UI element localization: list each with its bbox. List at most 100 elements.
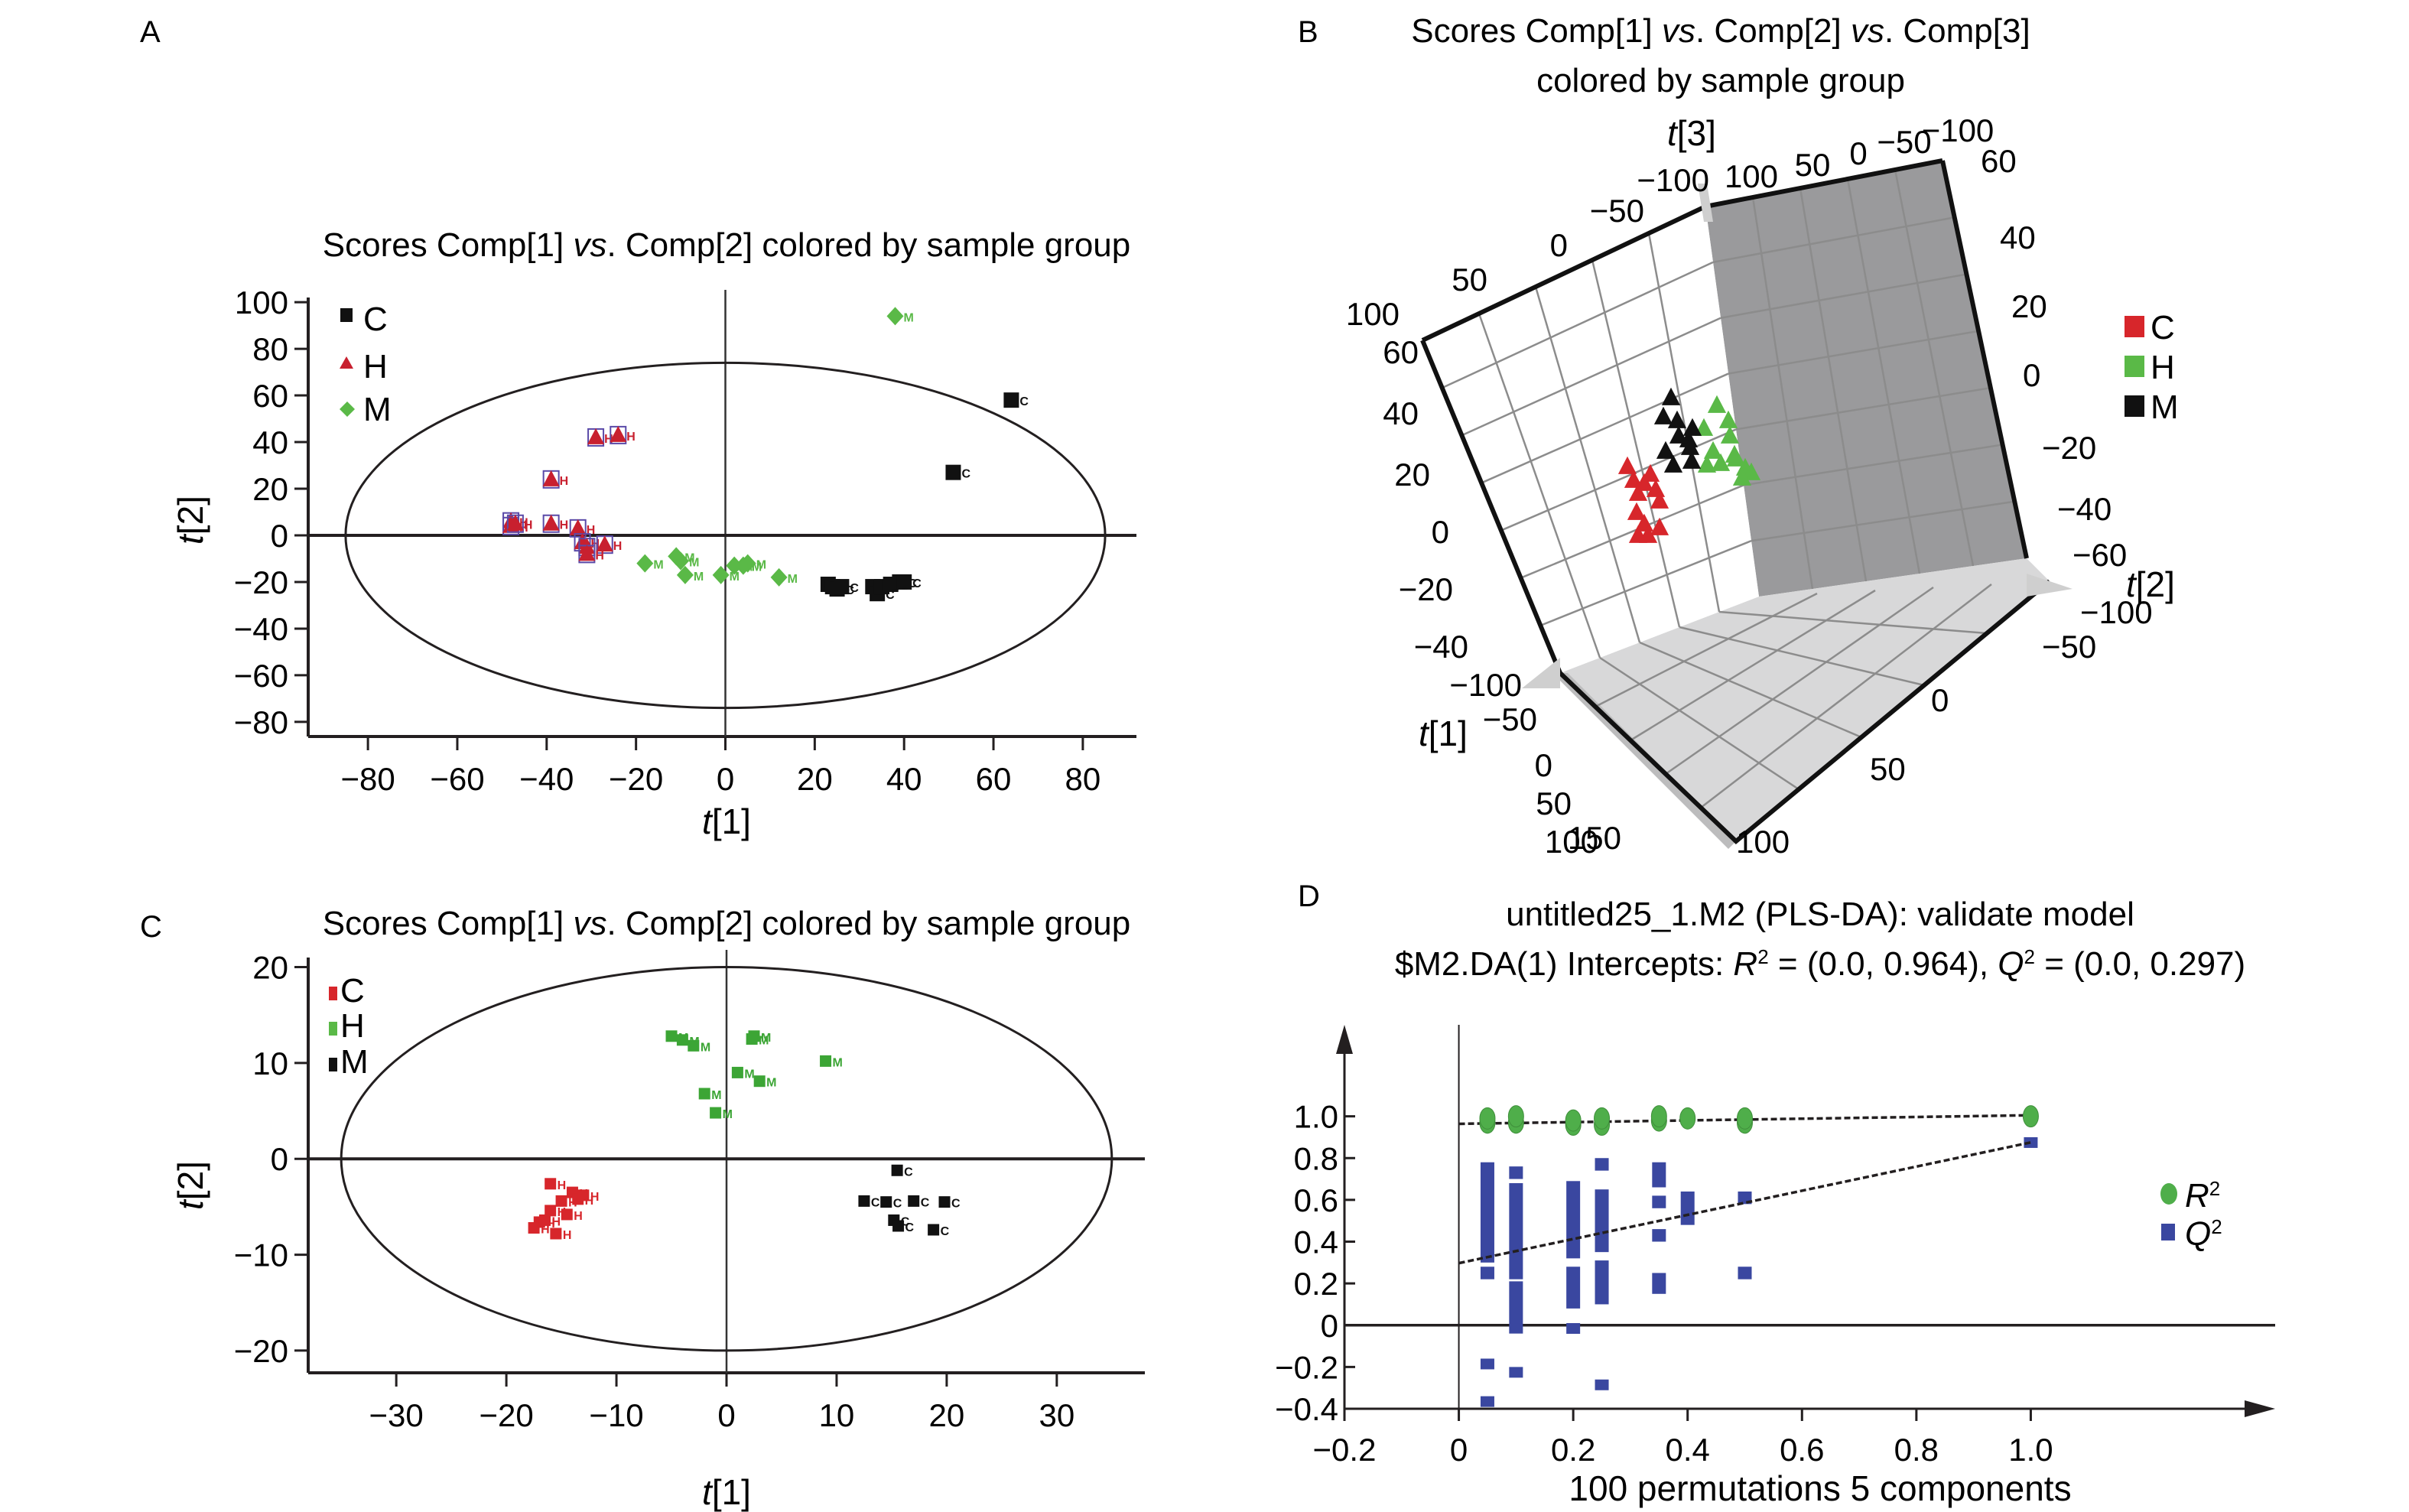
grid-line — [1751, 500, 2015, 542]
chart-title: Scores Comp[1] vs. Comp[2] colored by sa… — [323, 226, 1130, 264]
data-point-m: M — [688, 1039, 710, 1054]
point-label: C — [921, 1196, 930, 1209]
x-tick-label: 30 — [1039, 1397, 1074, 1433]
point-label: C — [850, 582, 859, 595]
t3-tick-label-left: 40 — [1383, 395, 1419, 431]
marker-square — [665, 1030, 678, 1042]
point-label: H — [524, 519, 533, 532]
grid-line — [1520, 484, 1744, 579]
x-tick-label: 20 — [797, 761, 833, 797]
hotelling-ellipse — [340, 966, 1113, 1352]
chart-title-line2: $M2.DA(1) Intercepts: R2 = (0.0, 0.964),… — [1395, 945, 2245, 983]
marker-square — [896, 574, 912, 590]
point-label: C — [893, 1198, 902, 1211]
q2-point — [1509, 1367, 1523, 1378]
x-tick-label: −10 — [589, 1397, 643, 1433]
grid-line — [1665, 586, 1934, 776]
point-label: M — [904, 311, 914, 324]
q2-point — [1566, 1181, 1581, 1259]
grid-line — [1735, 386, 1991, 431]
point-label: M — [689, 557, 699, 570]
marker-square — [528, 1221, 540, 1234]
q2-point — [1652, 1229, 1666, 1242]
wall-left — [1422, 206, 1759, 673]
y-tick-label: 0 — [271, 518, 288, 554]
data-point-m — [1661, 387, 1681, 405]
x-tick-label: 0.4 — [1666, 1432, 1710, 1468]
t3-tick-label-left: −40 — [1414, 629, 1468, 665]
grid-line — [1718, 610, 1988, 635]
marker-diamond — [886, 307, 904, 326]
point-label: M — [744, 1068, 754, 1081]
data-point-h: H — [538, 1214, 561, 1228]
panel-label: A — [140, 15, 161, 49]
t3-tick-label-left: −20 — [1399, 571, 1453, 607]
marker-square — [731, 1066, 743, 1078]
marker-square — [676, 1034, 688, 1046]
grid-line — [1647, 232, 1721, 613]
q2-point — [1480, 1162, 1494, 1263]
t3-axis-spine — [1698, 184, 1713, 222]
data-point-m — [1667, 410, 1687, 428]
tick-label-top-left: −100 — [1637, 162, 1709, 198]
y-tick-label: 0.6 — [1294, 1182, 1338, 1218]
panel-d: D untitled25_1.M2 (PLS-DA): validate mod… — [1275, 880, 2275, 1508]
data-point-h: H — [550, 1227, 571, 1242]
point-label: M — [694, 571, 704, 584]
y-tick-label: 0 — [1321, 1308, 1338, 1344]
y-tick-label: −60 — [234, 658, 288, 694]
x-tick-label: 0.6 — [1780, 1432, 1824, 1468]
x-tick-label: 0.2 — [1551, 1432, 1595, 1468]
legend-label: Q2 — [2185, 1215, 2222, 1253]
data-point-h: H — [578, 545, 604, 564]
tick-label-top-left: 100 — [1346, 296, 1400, 332]
data-point-h: H — [569, 519, 595, 538]
panel-label: D — [1298, 880, 1320, 913]
plot-area: −80 −60 −40 −20 0 20 40 60 80100806040200−20−40−… — [234, 285, 1136, 797]
legend-marker-diamond — [340, 402, 355, 417]
x-tick-label: 0 — [717, 1397, 735, 1433]
point-label: H — [560, 475, 569, 488]
data-point-c — [1650, 490, 1669, 509]
t3-tick-label-right: −60 — [2073, 537, 2127, 573]
data-point-c — [1617, 456, 1637, 474]
data-point-m — [1680, 437, 1700, 455]
x-tick-label: 80 — [1065, 761, 1101, 797]
point-label: C — [871, 1196, 880, 1209]
data-point-h: H — [542, 470, 569, 489]
marker-square — [746, 1033, 758, 1045]
legend: C H M — [340, 301, 392, 428]
grid-line — [1591, 259, 1681, 628]
point-label: H — [604, 433, 613, 446]
point-label: H — [574, 1210, 583, 1223]
data-point-m: M — [712, 565, 740, 584]
tick-label-top-left: 0 — [1550, 227, 1568, 263]
point-label: C — [912, 577, 922, 590]
grid-line — [1751, 197, 1814, 590]
marker-triangle — [569, 519, 587, 535]
tick-label-top-right: 0 — [1849, 135, 1867, 171]
point-label: H — [585, 1195, 594, 1208]
q2-point — [1509, 1183, 1523, 1280]
left-edge — [1420, 339, 1562, 675]
data-point-m: M — [698, 1088, 722, 1102]
marker-triangle — [578, 545, 596, 561]
y-tick-label: −40 — [234, 611, 288, 647]
data-point-h: H — [555, 1195, 577, 1209]
y-tick-label: 10 — [252, 1045, 288, 1081]
y-tick-label: 20 — [252, 950, 288, 986]
legend-swatch — [329, 1022, 337, 1036]
point-label: C — [951, 1198, 961, 1211]
wall-right — [1705, 161, 2027, 597]
y-tick-label: 0 — [271, 1141, 288, 1177]
tick-label-top-right: −50 — [1877, 124, 1931, 160]
legend: C H M — [329, 972, 369, 1081]
point-label: H — [558, 1179, 567, 1192]
x-axis-label: t[1] — [702, 802, 751, 841]
data-point-c: C — [945, 464, 970, 481]
y-tick-label: −20 — [234, 564, 288, 600]
y-tick-label: 40 — [252, 424, 288, 460]
floor-edge — [1552, 673, 1736, 849]
data-point-m — [1669, 425, 1689, 444]
marker-triangle — [542, 470, 560, 486]
